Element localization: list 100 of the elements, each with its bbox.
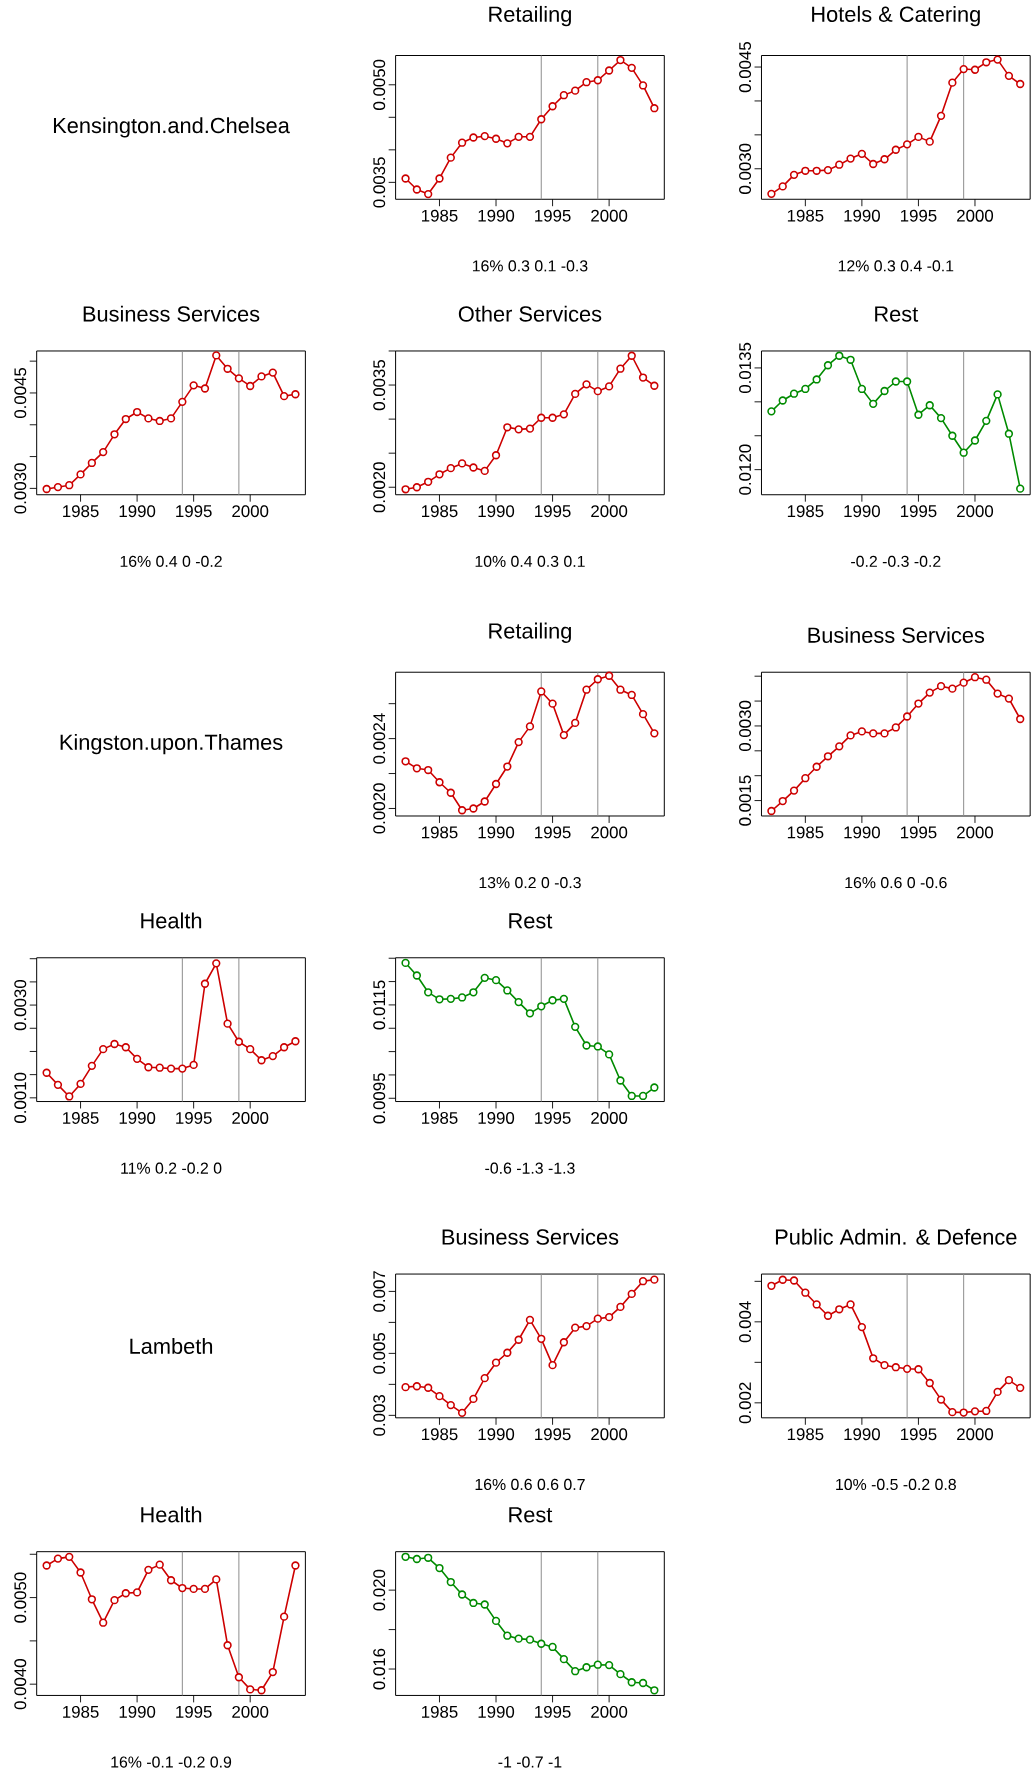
point (480, 466, 489, 476)
x-tick-label: 1990 (119, 505, 156, 518)
point (582, 78, 591, 87)
point (457, 459, 467, 468)
point (401, 174, 410, 183)
point (423, 1553, 433, 1562)
x-axis-title: 16% 0.3 0.1 -0.3 (472, 260, 588, 272)
point (223, 364, 232, 373)
point (144, 1565, 153, 1575)
point (212, 351, 221, 360)
point (491, 134, 501, 143)
y-tick-label: 0.0040 (14, 1659, 27, 1710)
point (514, 997, 523, 1007)
x-tick-label: 2000 (591, 1705, 628, 1718)
point (570, 1667, 580, 1676)
point (548, 1360, 557, 1370)
y-tick-label: 0.0015 (739, 775, 751, 826)
x-tick-label: 2000 (232, 1705, 269, 1718)
text: Kensington.and.Chelsea (53, 117, 290, 138)
point (936, 111, 946, 121)
point (789, 786, 799, 795)
point (291, 1037, 300, 1046)
x-tick-label: 2000 (957, 209, 994, 222)
point (53, 1554, 63, 1563)
point (423, 765, 433, 775)
point (801, 384, 810, 394)
point (435, 778, 444, 787)
point (435, 470, 444, 479)
point (435, 1563, 444, 1573)
point (480, 973, 489, 983)
y-tick-label: 0.003 (373, 1395, 386, 1436)
point (982, 1406, 991, 1416)
point (491, 1616, 501, 1626)
x-tick-label: 2000 (957, 1428, 994, 1441)
point (423, 1383, 433, 1392)
point (627, 1289, 636, 1299)
x-tick-label: 1990 (478, 505, 515, 518)
point (936, 413, 946, 423)
point (593, 1660, 602, 1669)
chart-title: Hotels & Catering (812, 5, 980, 27)
point (537, 1002, 546, 1011)
text: Kingston.upon.Thames (60, 733, 283, 755)
point (559, 410, 568, 419)
point (279, 391, 289, 401)
point (914, 699, 923, 708)
point (638, 1091, 648, 1101)
point (480, 132, 489, 141)
point (503, 1348, 512, 1357)
point (616, 55, 625, 65)
x-tick-label: 1990 (119, 1705, 156, 1718)
point (166, 1576, 176, 1585)
point (868, 729, 878, 738)
point (857, 1322, 867, 1332)
point (469, 988, 478, 997)
point (412, 185, 421, 194)
point (155, 1063, 164, 1072)
x-tick-label: 1990 (478, 1428, 515, 1441)
x-axis-title: 11% 0.2 -0.2 0 (121, 1162, 222, 1174)
point (902, 712, 912, 721)
point (582, 685, 591, 694)
point (257, 1686, 266, 1695)
chart-title: Public Admin. & Defence (775, 1228, 1017, 1245)
x-tick-label: 1995 (900, 826, 937, 839)
point (537, 1334, 546, 1343)
point (914, 132, 923, 142)
point (650, 729, 659, 738)
x-tick-label: 1985 (421, 1111, 458, 1124)
point (812, 375, 821, 384)
point (446, 1577, 455, 1587)
point (993, 1387, 1002, 1397)
point (891, 145, 900, 154)
x-tick-label: 1985 (421, 826, 458, 839)
y-tick-label: 0.0115 (373, 980, 386, 1030)
point (767, 806, 776, 816)
point (42, 1068, 51, 1077)
point (412, 764, 421, 773)
point (627, 690, 636, 700)
point (469, 1598, 478, 1608)
point (627, 1678, 636, 1687)
point (835, 742, 844, 751)
y-tick-label: 0.0010 (14, 1072, 27, 1123)
point (110, 1039, 119, 1049)
x-tick-label: 1985 (421, 209, 458, 222)
point (823, 752, 833, 761)
point (200, 1584, 210, 1594)
point (548, 699, 557, 708)
y-tick-label: 0.0120 (739, 444, 751, 495)
point (166, 1064, 176, 1073)
point (401, 1552, 410, 1561)
y-tick-label: 0.0024 (373, 713, 386, 764)
point (993, 689, 1002, 698)
point (435, 995, 444, 1004)
point (993, 55, 1002, 64)
y-tick-label: 0.0030 (14, 463, 27, 514)
point (559, 994, 568, 1004)
point (638, 709, 648, 719)
point (480, 1373, 489, 1383)
point (121, 414, 130, 424)
point (823, 361, 833, 370)
point (401, 1382, 410, 1392)
